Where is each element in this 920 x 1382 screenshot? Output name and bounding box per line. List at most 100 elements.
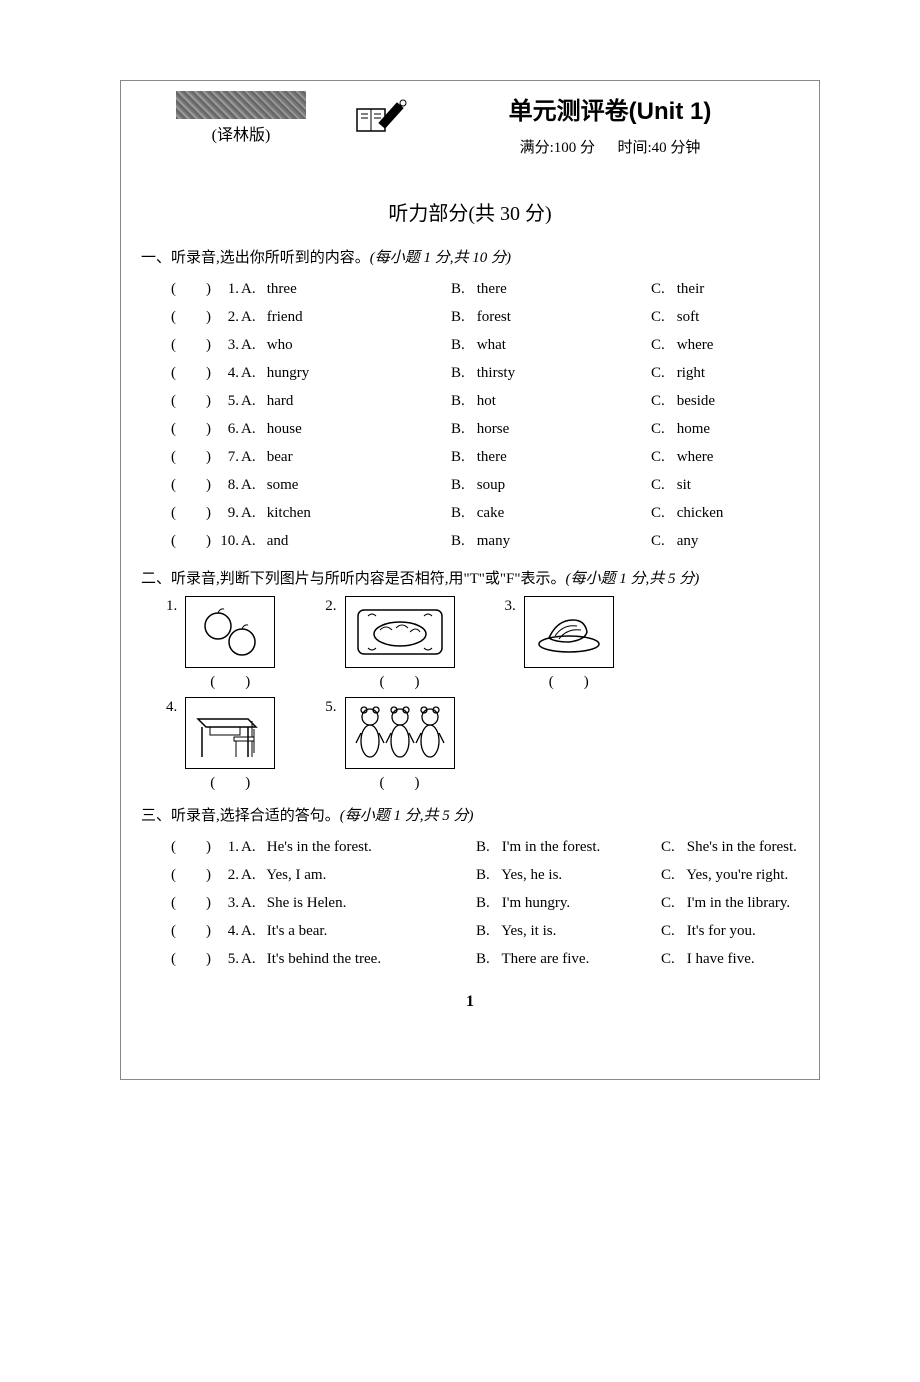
- option-b: B. There are five.: [476, 945, 661, 973]
- question-row: ( )3.A. whoB. whatC. where: [141, 331, 799, 359]
- option-c: C. any: [651, 527, 799, 555]
- answer-blank[interactable]: ( ): [210, 670, 250, 691]
- option-a: A. three: [241, 275, 451, 303]
- part3-questions: ( )1.A. He's in the forest.B. I'm in the…: [141, 833, 799, 973]
- answer-blank[interactable]: ( ): [549, 670, 589, 691]
- picture-number: 5.: [325, 697, 336, 716]
- option-a: A. Yes, I am.: [241, 861, 476, 889]
- picture-soup-icon: [345, 596, 455, 668]
- answer-blank[interactable]: ( )4.: [171, 359, 241, 387]
- unit-title: 单元测评卷(Unit 1): [421, 91, 799, 126]
- picture-item: 3. ( ): [505, 596, 614, 691]
- picture-row-1: 1. ( ) 2.: [141, 596, 799, 691]
- option-c: C. right: [651, 359, 799, 387]
- time-label: 时间:40 分钟: [618, 140, 701, 156]
- answer-blank[interactable]: ( ): [380, 771, 420, 792]
- question-row: ( )7.A. bearB. thereC. where: [141, 443, 799, 471]
- option-c: C. beside: [651, 387, 799, 415]
- option-c: C. their: [651, 275, 799, 303]
- option-c: C. home: [651, 415, 799, 443]
- option-c: C. Yes, you're right.: [661, 861, 799, 889]
- part3-points: (每小题 1 分,共 5 分): [340, 808, 474, 824]
- answer-blank[interactable]: ( ): [210, 771, 250, 792]
- question-row: ( )9.A. kitchenB. cakeC. chicken: [141, 499, 799, 527]
- question-row: ( )5.A. It's behind the tree.B. There ar…: [141, 945, 799, 973]
- score-label: 满分:100 分: [520, 140, 595, 156]
- part1-title: 一、听录音,选出你所听到的内容。(每小题 1 分,共 10 分): [141, 246, 799, 267]
- header-left: (译林版): [141, 91, 341, 145]
- part1-points: (每小题 1 分,共 10 分): [370, 250, 511, 266]
- option-b: B. thirsty: [451, 359, 651, 387]
- page-number: 1: [141, 993, 799, 1011]
- question-row: ( )4.A. It's a bear.B. Yes, it is.C. It'…: [141, 917, 799, 945]
- question-row: ( )1.A. threeB. thereC. their: [141, 275, 799, 303]
- pencil-book-icon: [351, 91, 411, 136]
- option-a: A. and: [241, 527, 451, 555]
- option-b: B. many: [451, 527, 651, 555]
- option-a: A. who: [241, 331, 451, 359]
- answer-blank[interactable]: ( ): [380, 670, 420, 691]
- picture-number: 1.: [166, 596, 177, 615]
- picture-row-2: 4. ( ): [141, 697, 799, 792]
- header: (译林版) 单元测评卷(Unit 1) 满分:100 分 时间:40 分钟: [141, 91, 799, 157]
- option-b: B. Yes, he is.: [476, 861, 661, 889]
- picture-item: 2. ( ): [325, 596, 454, 691]
- question-row: ( )4.A. hungryB. thirstyC. right: [141, 359, 799, 387]
- part3-title: 三、听录音,选择合适的答句。(每小题 1 分,共 5 分): [141, 804, 799, 825]
- part1-title-text: 一、听录音,选出你所听到的内容。: [141, 250, 370, 266]
- option-a: A. hungry: [241, 359, 451, 387]
- option-b: B. there: [451, 275, 651, 303]
- part1-questions: ( )1.A. threeB. thereC. their( )2.A. fri…: [141, 275, 799, 555]
- option-b: B. cake: [451, 499, 651, 527]
- question-row: ( )3.A. She is Helen.B. I'm hungry.C. I'…: [141, 889, 799, 917]
- part2-title: 二、听录音,判断下列图片与所听内容是否相符,用"T"或"F"表示。(每小题 1 …: [141, 567, 799, 588]
- option-b: B. hot: [451, 387, 651, 415]
- grade-texture-box: [176, 91, 306, 119]
- version-label: (译林版): [212, 121, 271, 145]
- option-a: A. bear: [241, 443, 451, 471]
- answer-blank[interactable]: ( )2.: [171, 303, 241, 331]
- option-b: B. forest: [451, 303, 651, 331]
- answer-blank[interactable]: ( )1.: [171, 275, 241, 303]
- answer-blank[interactable]: ( )3.: [171, 889, 241, 917]
- answer-blank[interactable]: ( )7.: [171, 443, 241, 471]
- option-c: C. I have five.: [661, 945, 799, 973]
- option-a: A. It's a bear.: [241, 917, 476, 945]
- answer-blank[interactable]: ( )5.: [171, 387, 241, 415]
- answer-blank[interactable]: ( )10.: [171, 527, 241, 555]
- option-c: C. I'm in the library.: [661, 889, 799, 917]
- answer-blank[interactable]: ( )4.: [171, 917, 241, 945]
- picture-desk-icon: [185, 697, 275, 769]
- option-a: A. some: [241, 471, 451, 499]
- picture-bears-icon: [345, 697, 455, 769]
- option-c: C. It's for you.: [661, 917, 799, 945]
- picture-number: 4.: [166, 697, 177, 716]
- question-row: ( )6.A. houseB. horseC. home: [141, 415, 799, 443]
- option-c: C. soft: [651, 303, 799, 331]
- question-row: ( )2.A. friendB. forestC. soft: [141, 303, 799, 331]
- header-right: 单元测评卷(Unit 1) 满分:100 分 时间:40 分钟: [421, 91, 799, 157]
- answer-blank[interactable]: ( )3.: [171, 331, 241, 359]
- listening-section-title: 听力部分(共 30 分): [141, 197, 799, 226]
- question-row: ( )8.A. someB. soupC. sit: [141, 471, 799, 499]
- picture-item: 4. ( ): [166, 697, 275, 792]
- answer-blank[interactable]: ( )5.: [171, 945, 241, 973]
- picture-apples-icon: [185, 596, 275, 668]
- picture-item: 1. ( ): [166, 596, 275, 691]
- answer-blank[interactable]: ( )9.: [171, 499, 241, 527]
- part2-title-text: 二、听录音,判断下列图片与所听内容是否相符,用"T"或"F"表示。: [141, 571, 566, 587]
- option-b: B. there: [451, 443, 651, 471]
- option-b: B. what: [451, 331, 651, 359]
- option-b: B. I'm in the forest.: [476, 833, 661, 861]
- answer-blank[interactable]: ( )1.: [171, 833, 241, 861]
- picture-bananas-icon: [524, 596, 614, 668]
- part2-points: (每小题 1 分,共 5 分): [566, 571, 700, 587]
- answer-blank[interactable]: ( )6.: [171, 415, 241, 443]
- part3-title-text: 三、听录音,选择合适的答句。: [141, 808, 340, 824]
- option-a: A. She is Helen.: [241, 889, 476, 917]
- answer-blank[interactable]: ( )8.: [171, 471, 241, 499]
- option-b: B. soup: [451, 471, 651, 499]
- option-c: C. chicken: [651, 499, 799, 527]
- answer-blank[interactable]: ( )2.: [171, 861, 241, 889]
- option-c: C. She's in the forest.: [661, 833, 799, 861]
